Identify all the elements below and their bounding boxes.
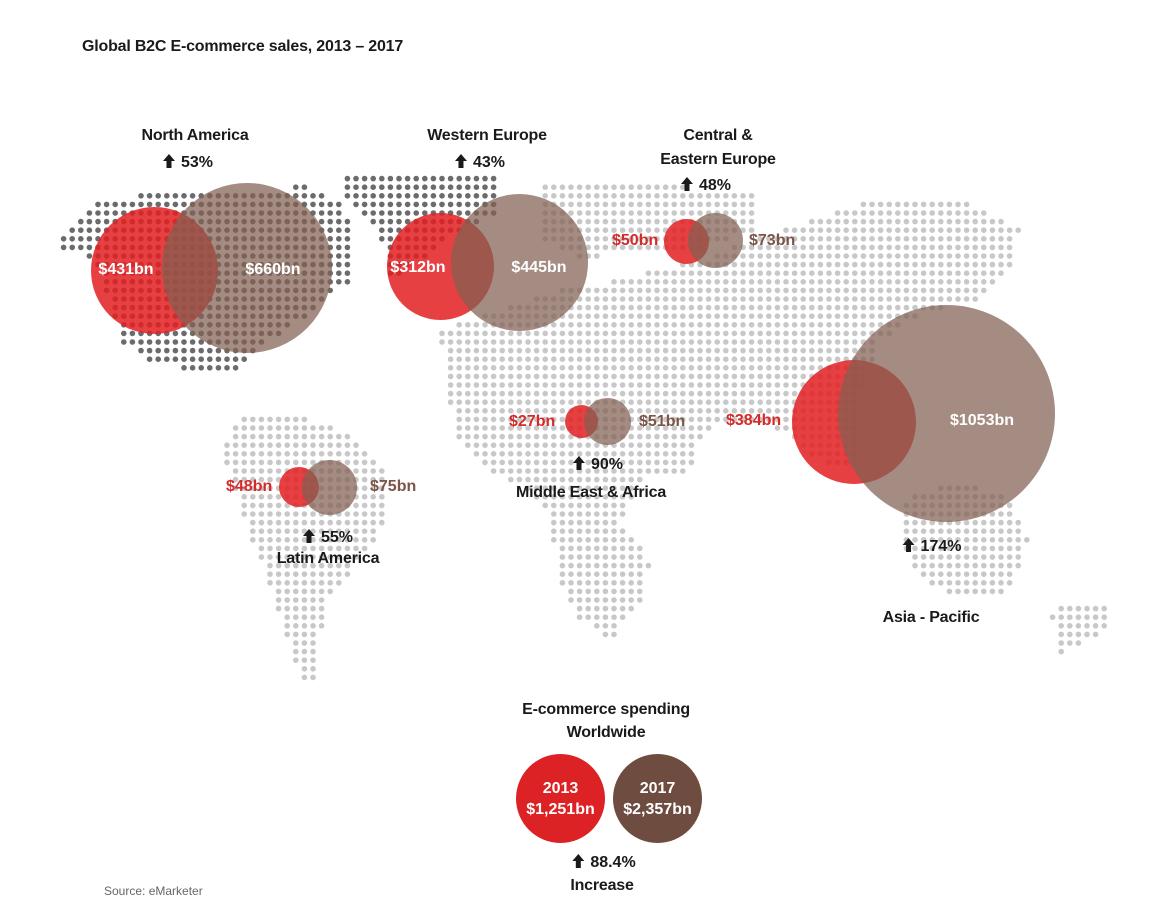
value-2013-apac: $384bn	[726, 412, 782, 429]
value-2017-cee: $73bn	[749, 232, 796, 249]
value-2017-mea: $51bn	[639, 413, 686, 430]
arrow-up-icon	[680, 177, 693, 191]
growth-western-europe: 43%	[454, 154, 505, 172]
worldwide-bubble-2013: 2013 $1,251bn	[516, 754, 605, 843]
bubble-2017-cee	[688, 213, 743, 268]
region-label-cee-line2: Eastern Europe	[660, 151, 776, 168]
arrow-up-icon	[302, 529, 315, 543]
worldwide-title-line1: E-commerce spending	[522, 701, 690, 718]
arrow-up-icon	[572, 456, 585, 470]
worldwide-2017-value: $2,357bn	[623, 800, 692, 818]
growth-north-america: 53%	[162, 154, 213, 172]
arrow-up-icon	[162, 154, 175, 168]
value-2013-mea: $27bn	[509, 413, 556, 430]
worldwide-growth-label: Increase	[570, 877, 634, 894]
worldwide-title-line2: Worldwide	[566, 724, 646, 741]
arrow-up-icon	[454, 154, 467, 168]
value-2017-latam: $75bn	[370, 478, 417, 495]
region-label-western-europe: Western Europe	[427, 127, 547, 144]
growth-mea: 90%	[572, 456, 623, 474]
growth-latam: 55%	[302, 529, 353, 547]
arrow-up-icon	[572, 854, 585, 868]
bubble-2017-apac	[838, 305, 1055, 522]
worldwide-bubble-2017: 2017 $2,357bn	[613, 754, 702, 843]
growth-apac: 174%	[902, 538, 961, 556]
region-label-cee-line1: Central &	[683, 127, 753, 144]
source-note: Source: eMarketer	[104, 884, 203, 898]
value-2013-latam: $48bn	[226, 478, 273, 495]
region-label-mea: Middle East & Africa	[515, 484, 667, 501]
bubble-2017-latam	[302, 460, 357, 515]
worldwide-2017-year: 2017	[639, 779, 676, 797]
value-2017-apac: $1053bn	[949, 412, 1015, 429]
worldwide-growth: 88.4%	[572, 854, 636, 872]
chart-title: Global B2C E-commerce sales, 2013 – 2017	[82, 38, 404, 55]
worldwide-2013-year: 2013	[542, 779, 579, 797]
value-2013-north-america: $431bn	[98, 261, 154, 278]
region-label-latam: Latin America	[276, 550, 380, 567]
bubble-2017-north-america	[162, 183, 332, 353]
value-2013-western-europe: $312bn	[390, 259, 446, 276]
bubble-2017-western-europe	[451, 194, 588, 331]
value-2013-cee: $50bn	[612, 232, 659, 249]
region-label-north-america: North America	[141, 127, 249, 144]
bubble-2017-mea	[584, 398, 631, 445]
value-2017-north-america: $660bn	[245, 261, 301, 278]
arrow-up-icon	[902, 538, 915, 552]
growth-cee: 48%	[680, 177, 731, 195]
region-label-apac: Asia - Pacific	[882, 609, 980, 626]
worldwide-2013-value: $1,251bn	[526, 800, 595, 818]
value-2017-western-europe: $445bn	[511, 259, 567, 276]
